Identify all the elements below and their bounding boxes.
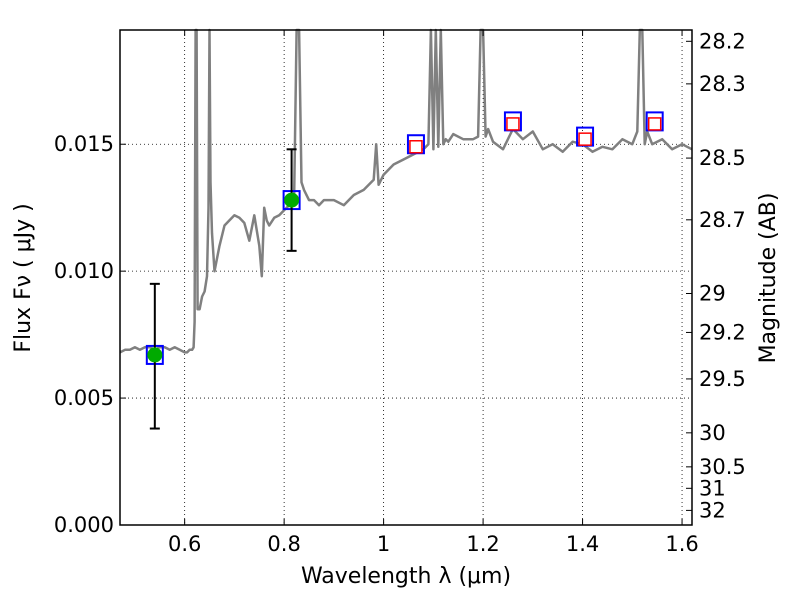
- y-tick-label: 0.015: [54, 132, 114, 156]
- magnitude-tick-label: 29.2: [699, 320, 746, 344]
- magnitude-tick-label: 31: [699, 476, 726, 500]
- magnitude-tick-label: 28.7: [699, 208, 746, 232]
- x-tick-label: 0.6: [168, 532, 201, 556]
- y-tick-label: 0.000: [54, 513, 114, 537]
- observed-circle-marker: [284, 192, 300, 208]
- x-tick-label: 1.2: [466, 532, 499, 556]
- magnitude-tick-label: 28.2: [699, 29, 746, 53]
- synthetic-square-marker: [506, 117, 520, 131]
- synthetic-square-marker: [409, 140, 423, 154]
- x-tick-label: 1.6: [665, 532, 698, 556]
- x-axis-ticks: 0.6 0.8 1 1.2 1.4 1.6: [168, 30, 699, 556]
- y-tick-label: 0.005: [54, 386, 114, 410]
- observed-circle-marker: [147, 347, 163, 363]
- magnitude-tick-label: 29.5: [699, 367, 746, 391]
- markers-layer: [145, 111, 664, 430]
- magnitude-tick-label: 28.3: [699, 72, 746, 96]
- x-axis-label: Wavelength λ (μm): [301, 564, 511, 589]
- magnitude-tick-label: 30: [699, 421, 726, 445]
- x-tick-label: 0.8: [267, 532, 300, 556]
- spectrum-line: [119, 28, 693, 354]
- spectrum-layer: [119, 28, 693, 354]
- x-tick-label: 1.4: [566, 532, 599, 556]
- x-tick-label: 1: [377, 532, 390, 556]
- y-axis-label: Flux Fν ( μJy ): [11, 203, 36, 352]
- synthetic-square-marker: [647, 117, 662, 131]
- magnitude-axis-label: Magnitude (AB): [756, 193, 781, 364]
- y-axis-ticks: 0.000 0.005 0.010 0.015: [54, 132, 126, 537]
- synthetic-square-marker: [578, 132, 592, 146]
- grid-lines: [120, 30, 692, 525]
- y-tick-label: 0.010: [54, 259, 114, 283]
- plot-frame: [119, 29, 693, 526]
- magnitude-tick-label: 28.5: [699, 146, 746, 170]
- magnitude-tick-label: 29: [699, 281, 726, 305]
- magnitude-tick-label: 30.5: [699, 455, 746, 479]
- magnitude-tick-label: 32: [699, 498, 726, 522]
